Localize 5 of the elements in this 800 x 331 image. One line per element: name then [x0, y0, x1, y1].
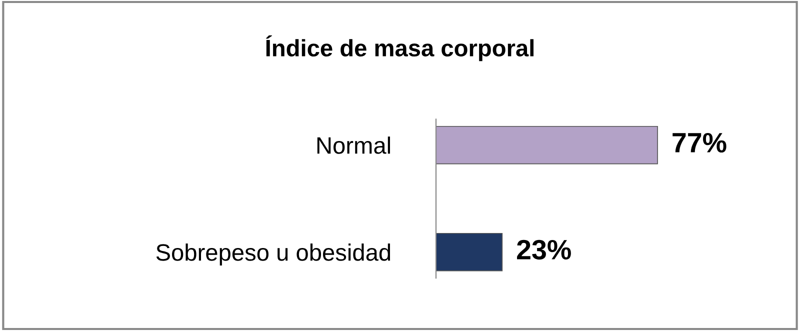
- data-label: 23%: [517, 240, 571, 260]
- y-tick-label: Normal: [317, 136, 390, 154]
- chart-title: Índice de masa corporal: [266, 35, 534, 62]
- y-tick-label: Sobrepeso u obesidad: [156, 244, 390, 266]
- data-label: 77%: [672, 132, 726, 153]
